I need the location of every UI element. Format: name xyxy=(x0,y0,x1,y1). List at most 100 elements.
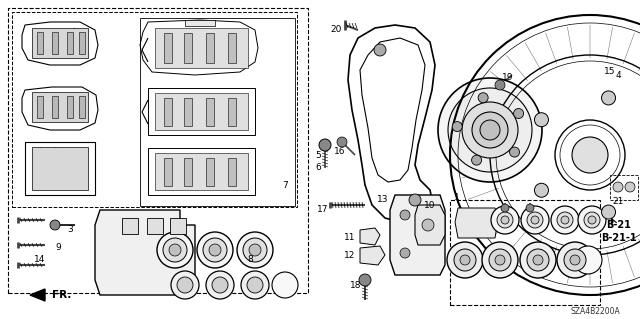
Circle shape xyxy=(527,249,549,271)
Polygon shape xyxy=(30,289,45,301)
Circle shape xyxy=(409,194,421,206)
Text: 14: 14 xyxy=(35,256,45,264)
Bar xyxy=(228,98,236,126)
Circle shape xyxy=(527,212,543,228)
Polygon shape xyxy=(155,153,248,190)
Circle shape xyxy=(501,204,509,212)
Circle shape xyxy=(241,271,269,299)
Bar xyxy=(610,175,638,200)
Bar xyxy=(164,98,172,126)
Bar xyxy=(12,12,297,207)
Circle shape xyxy=(249,244,261,256)
Polygon shape xyxy=(455,208,498,238)
Circle shape xyxy=(482,242,518,278)
Bar xyxy=(37,96,43,118)
Circle shape xyxy=(602,91,616,105)
Bar xyxy=(184,158,192,186)
Circle shape xyxy=(212,277,228,293)
Circle shape xyxy=(574,246,602,274)
Text: 4: 4 xyxy=(615,70,621,79)
Bar xyxy=(206,33,214,63)
Circle shape xyxy=(513,108,524,118)
Text: SZA4B2200A: SZA4B2200A xyxy=(570,308,620,316)
Circle shape xyxy=(584,212,600,228)
Polygon shape xyxy=(415,205,445,245)
Circle shape xyxy=(169,244,181,256)
Circle shape xyxy=(454,249,476,271)
Bar xyxy=(184,98,192,126)
Circle shape xyxy=(422,219,434,231)
Circle shape xyxy=(557,212,573,228)
Circle shape xyxy=(319,139,331,151)
Bar xyxy=(184,33,192,63)
Text: FR.: FR. xyxy=(52,290,72,300)
Text: 16: 16 xyxy=(334,147,346,157)
Polygon shape xyxy=(32,28,88,58)
Text: B-21: B-21 xyxy=(607,220,632,230)
Circle shape xyxy=(625,182,635,192)
Bar xyxy=(79,96,85,118)
Circle shape xyxy=(237,232,273,268)
Circle shape xyxy=(526,204,534,212)
Text: 15: 15 xyxy=(604,68,616,77)
Text: 10: 10 xyxy=(424,201,436,210)
Bar xyxy=(147,218,163,234)
Circle shape xyxy=(602,205,616,219)
Text: 17: 17 xyxy=(317,205,329,214)
Bar xyxy=(122,218,138,234)
Circle shape xyxy=(243,238,267,262)
Circle shape xyxy=(570,255,580,265)
Bar xyxy=(164,158,172,186)
Circle shape xyxy=(209,244,221,256)
Circle shape xyxy=(501,216,509,224)
Circle shape xyxy=(489,249,511,271)
Text: 20: 20 xyxy=(330,26,342,34)
Circle shape xyxy=(509,147,520,157)
Bar xyxy=(228,33,236,63)
Circle shape xyxy=(551,206,579,234)
Circle shape xyxy=(495,80,505,90)
Circle shape xyxy=(534,113,548,127)
Polygon shape xyxy=(360,38,425,182)
Bar xyxy=(206,98,214,126)
Circle shape xyxy=(613,182,623,192)
Text: 18: 18 xyxy=(350,280,362,290)
Circle shape xyxy=(359,274,371,286)
Circle shape xyxy=(452,122,462,131)
Circle shape xyxy=(197,232,233,268)
Circle shape xyxy=(337,137,347,147)
Circle shape xyxy=(157,232,193,268)
Circle shape xyxy=(203,238,227,262)
Circle shape xyxy=(50,220,60,230)
Text: 3: 3 xyxy=(67,226,73,234)
Polygon shape xyxy=(155,28,248,68)
Circle shape xyxy=(564,249,586,271)
Circle shape xyxy=(272,272,298,298)
Polygon shape xyxy=(32,147,88,190)
Circle shape xyxy=(163,238,187,262)
Text: 21: 21 xyxy=(612,197,624,206)
Circle shape xyxy=(374,44,386,56)
Circle shape xyxy=(400,248,410,258)
Circle shape xyxy=(177,277,193,293)
Circle shape xyxy=(448,88,532,172)
Circle shape xyxy=(520,242,556,278)
Bar xyxy=(140,18,295,206)
Polygon shape xyxy=(155,93,248,130)
Bar xyxy=(79,32,85,54)
Circle shape xyxy=(572,137,608,173)
Polygon shape xyxy=(360,228,380,245)
Bar xyxy=(67,96,73,118)
Circle shape xyxy=(531,216,539,224)
Bar xyxy=(164,33,172,63)
Circle shape xyxy=(247,277,263,293)
Text: 13: 13 xyxy=(377,196,388,204)
Circle shape xyxy=(533,255,543,265)
Bar xyxy=(67,32,73,54)
Circle shape xyxy=(497,212,513,228)
Circle shape xyxy=(171,271,199,299)
Circle shape xyxy=(534,183,548,197)
Circle shape xyxy=(206,271,234,299)
Circle shape xyxy=(460,255,470,265)
Polygon shape xyxy=(360,246,385,265)
